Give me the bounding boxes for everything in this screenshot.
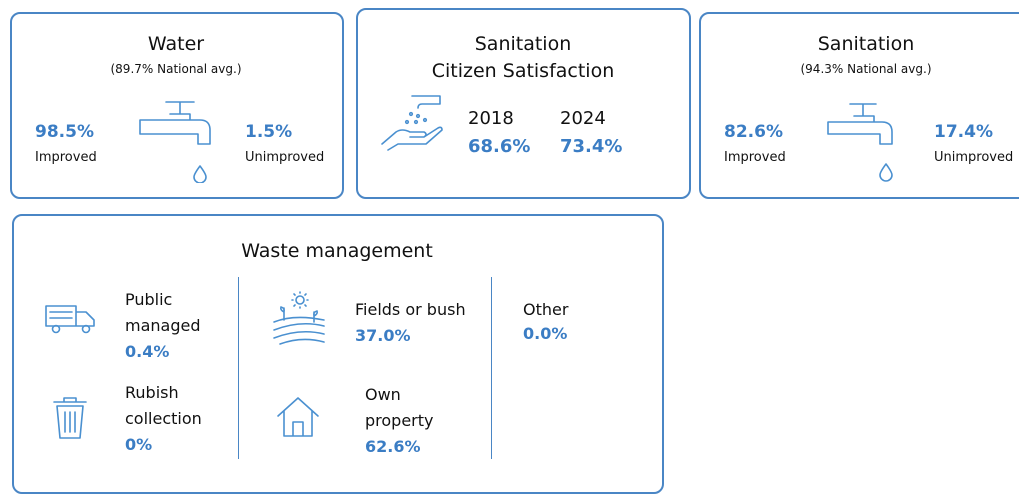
card-title: Waste management	[241, 240, 433, 262]
dashboard: Water (89.7% National avg.) 98.5% Improv…	[10, 8, 1019, 494]
water-card	[10, 12, 344, 199]
year: 2018	[468, 108, 514, 129]
card-title: Sanitation	[817, 33, 915, 55]
card-title: Sanitation	[474, 33, 572, 55]
value: 37.0%	[355, 326, 411, 345]
sanitation-card	[699, 12, 1019, 199]
card-subtitle: (94.3% National avg.)	[800, 62, 932, 76]
label: Fields or bush	[355, 300, 466, 319]
label: collection	[125, 409, 202, 428]
hand-water-icon	[381, 95, 443, 151]
satisfaction-card	[356, 8, 691, 199]
divider	[491, 277, 492, 459]
label: Other	[523, 300, 569, 319]
value: 17.4%	[934, 122, 993, 142]
card-title: Water	[147, 33, 205, 55]
label: managed	[125, 316, 201, 335]
value: 62.6%	[365, 437, 421, 456]
card-title: Citizen Satisfaction	[431, 60, 615, 82]
trash-icon	[53, 397, 87, 439]
value: 98.5%	[35, 122, 94, 142]
house-icon	[277, 397, 319, 437]
value: 0%	[125, 435, 153, 454]
label: Rubish	[125, 383, 179, 402]
value: 73.4%	[560, 136, 623, 157]
card-subtitle: (89.7% National avg.)	[110, 62, 242, 76]
label: Own	[365, 385, 401, 404]
label: Unimproved	[934, 150, 1014, 165]
value: 0.4%	[125, 342, 170, 361]
label: Improved	[35, 150, 97, 165]
value: 1.5%	[245, 122, 293, 142]
divider	[238, 277, 239, 459]
value: 0.0%	[523, 324, 568, 343]
fields-icon	[273, 291, 325, 345]
label: Unimproved	[245, 150, 325, 165]
year: 2024	[560, 108, 606, 129]
value: 82.6%	[724, 122, 783, 142]
label: Improved	[724, 150, 786, 165]
truck-icon	[45, 305, 95, 334]
faucet-icon	[827, 103, 893, 182]
label: property	[365, 411, 434, 430]
faucet-icon	[139, 101, 211, 183]
value: 68.6%	[468, 136, 531, 157]
label: Public	[125, 290, 173, 309]
